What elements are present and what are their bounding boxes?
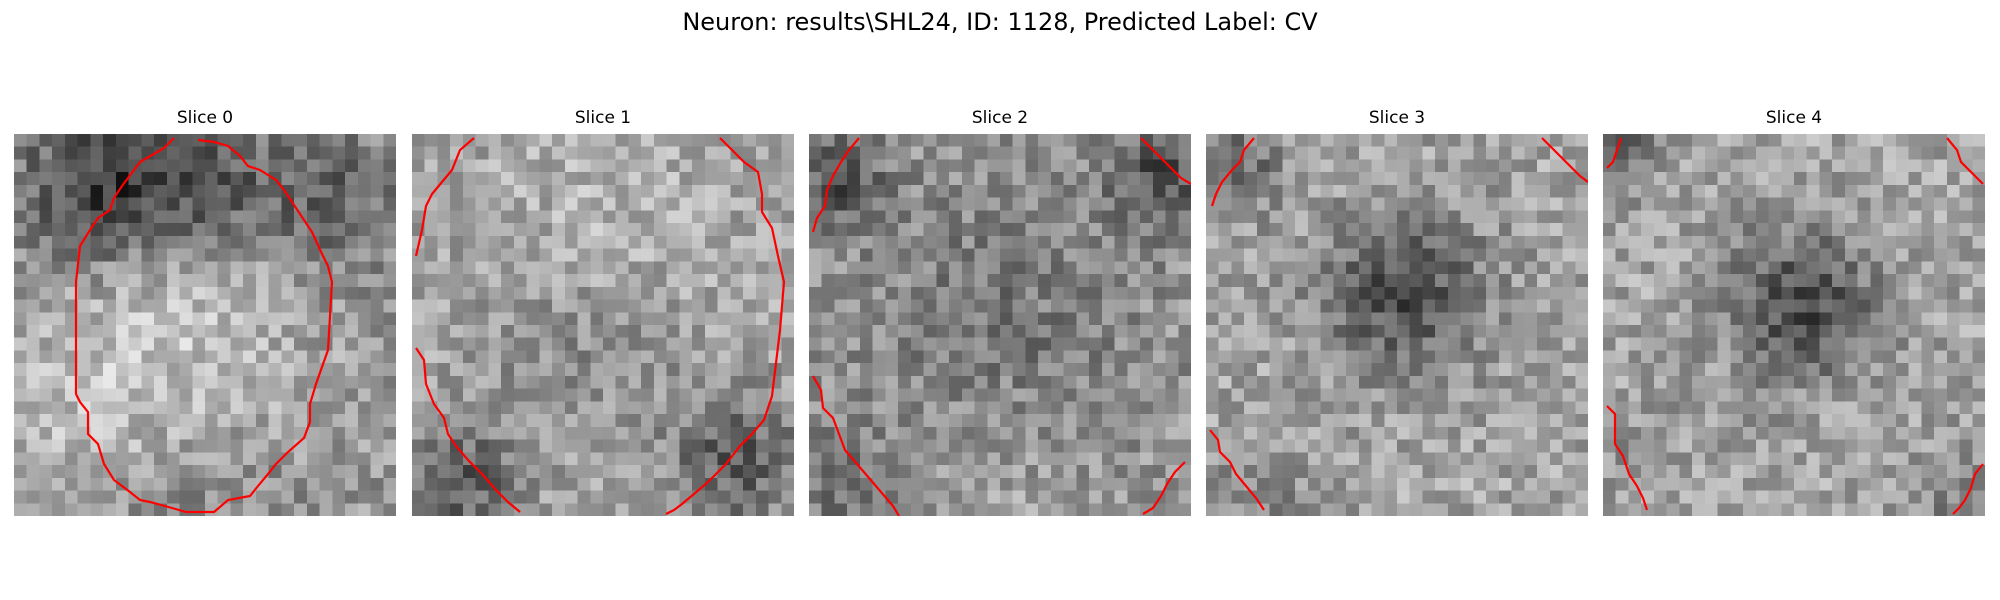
- slice-image: [1603, 134, 1985, 516]
- slice-image: [809, 134, 1191, 516]
- roi-contour-line: [812, 375, 900, 516]
- roi-contour-overlay: [414, 137, 786, 515]
- roi-contour-line: [414, 137, 475, 257]
- roi-contour-line: [1142, 461, 1186, 515]
- roi-contour-line: [1606, 405, 1649, 511]
- roi-contour-line: [1541, 137, 1588, 183]
- roi-contour-line: [415, 347, 521, 513]
- roi-contour-overlay: [1606, 137, 1984, 515]
- roi-contour-line: [1946, 137, 1984, 185]
- roi-contour-line: [1210, 137, 1255, 207]
- roi-contour-line: [811, 137, 860, 233]
- slice-title: Slice 2: [971, 108, 1029, 128]
- roi-contour-line: [1952, 463, 1984, 515]
- roi-contour-line: [1606, 137, 1623, 169]
- roi-contour-line: [1140, 137, 1191, 185]
- roi-contour-overlay: [74, 137, 334, 514]
- roi-contour-line: [665, 137, 786, 515]
- slice-image: [1206, 134, 1588, 516]
- roi-contour-line: [1209, 429, 1265, 511]
- slice-title: Slice 1: [574, 108, 632, 128]
- roi-contour-line: [74, 137, 334, 514]
- roi-contour-overlay: [811, 137, 1191, 516]
- slice-title: Slice 0: [176, 108, 234, 128]
- slice-image: [14, 134, 396, 516]
- roi-contour-overlay: [1209, 137, 1588, 511]
- slice-image: [412, 134, 794, 516]
- slice-title: Slice 3: [1368, 108, 1426, 128]
- figure-title: Neuron: results\SHL24, ID: 1128, Predict…: [682, 8, 1318, 36]
- slice-title: Slice 4: [1765, 108, 1823, 128]
